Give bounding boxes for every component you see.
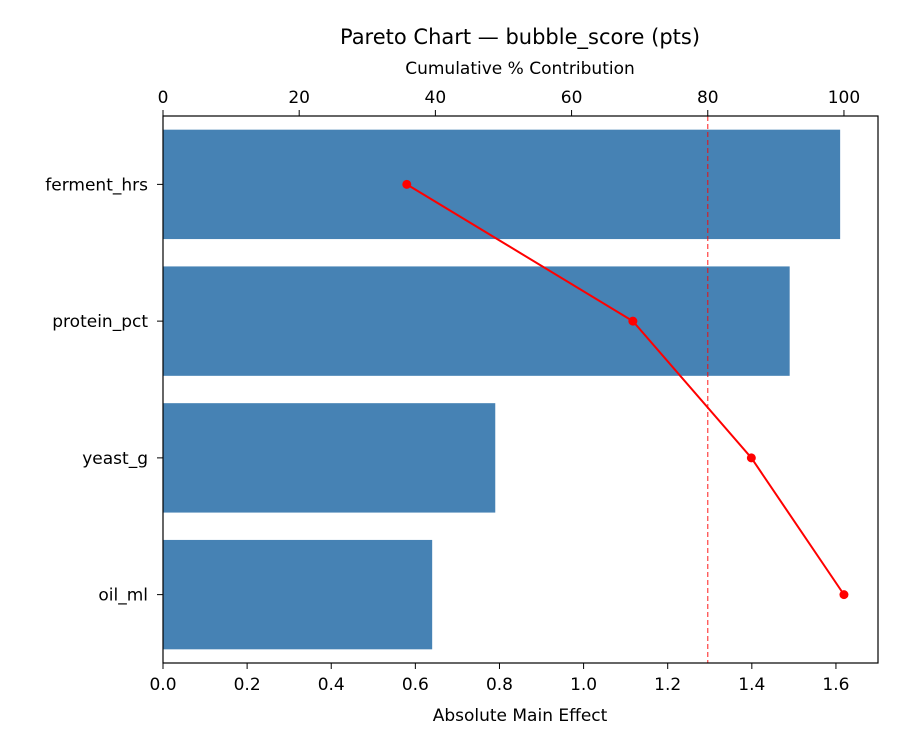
category-label-protein_pct: protein_pct bbox=[52, 312, 148, 332]
top-tick-label: 0 bbox=[158, 88, 169, 108]
axes-layer: 0.0 0.2 0.4 0.6 0.8 1.0 1.2 1.4 1.6 0 20 40 60 80 100 f… bbox=[45, 88, 879, 695]
top-tick-label: 60 bbox=[561, 88, 583, 108]
top-tick-label: 20 bbox=[288, 88, 310, 108]
bottom-tick-label: 0.4 bbox=[318, 675, 345, 695]
bar-yeast_g bbox=[163, 403, 496, 513]
bottom-axis-label: Absolute Main Effect bbox=[433, 706, 608, 726]
bottom-tick-label: 0.0 bbox=[149, 675, 176, 695]
top-tick-label: 100 bbox=[828, 88, 860, 108]
cumulative-point-protein_pct bbox=[628, 316, 638, 326]
bottom-tick-label: 1.6 bbox=[822, 675, 849, 695]
bar-oil_ml bbox=[163, 539, 433, 650]
bottom-tick-label: 1.0 bbox=[570, 675, 597, 695]
category-label-yeast_g: yeast_g bbox=[82, 449, 148, 469]
bottom-tick-label: 0.6 bbox=[402, 675, 429, 695]
category-label-oil_ml: oil_ml bbox=[98, 586, 148, 606]
bars-layer bbox=[163, 129, 841, 650]
bar-protein_pct bbox=[163, 266, 790, 376]
bottom-tick-label: 0.8 bbox=[486, 675, 513, 695]
plot-frame bbox=[162, 115, 879, 664]
top-tick-label: 40 bbox=[425, 88, 447, 108]
cumulative-line bbox=[406, 183, 845, 596]
top-tick-label: 80 bbox=[697, 88, 719, 108]
bottom-tick-label: 1.2 bbox=[654, 675, 681, 695]
cumulative-point-ferment_hrs bbox=[402, 179, 412, 189]
chart-title: Pareto Chart — bubble_score (pts) bbox=[340, 25, 700, 50]
bar-ferment_hrs bbox=[163, 129, 841, 240]
cumulative-line-layer bbox=[402, 179, 849, 600]
cumulative-point-oil_ml bbox=[839, 590, 849, 600]
cumulative-point-yeast_g bbox=[746, 453, 756, 463]
category-label-ferment_hrs: ferment_hrs bbox=[45, 175, 148, 195]
top-axis-label: Cumulative % Contribution bbox=[405, 59, 635, 79]
bottom-tick-label: 0.2 bbox=[234, 675, 261, 695]
bottom-tick-label: 1.4 bbox=[738, 675, 765, 695]
